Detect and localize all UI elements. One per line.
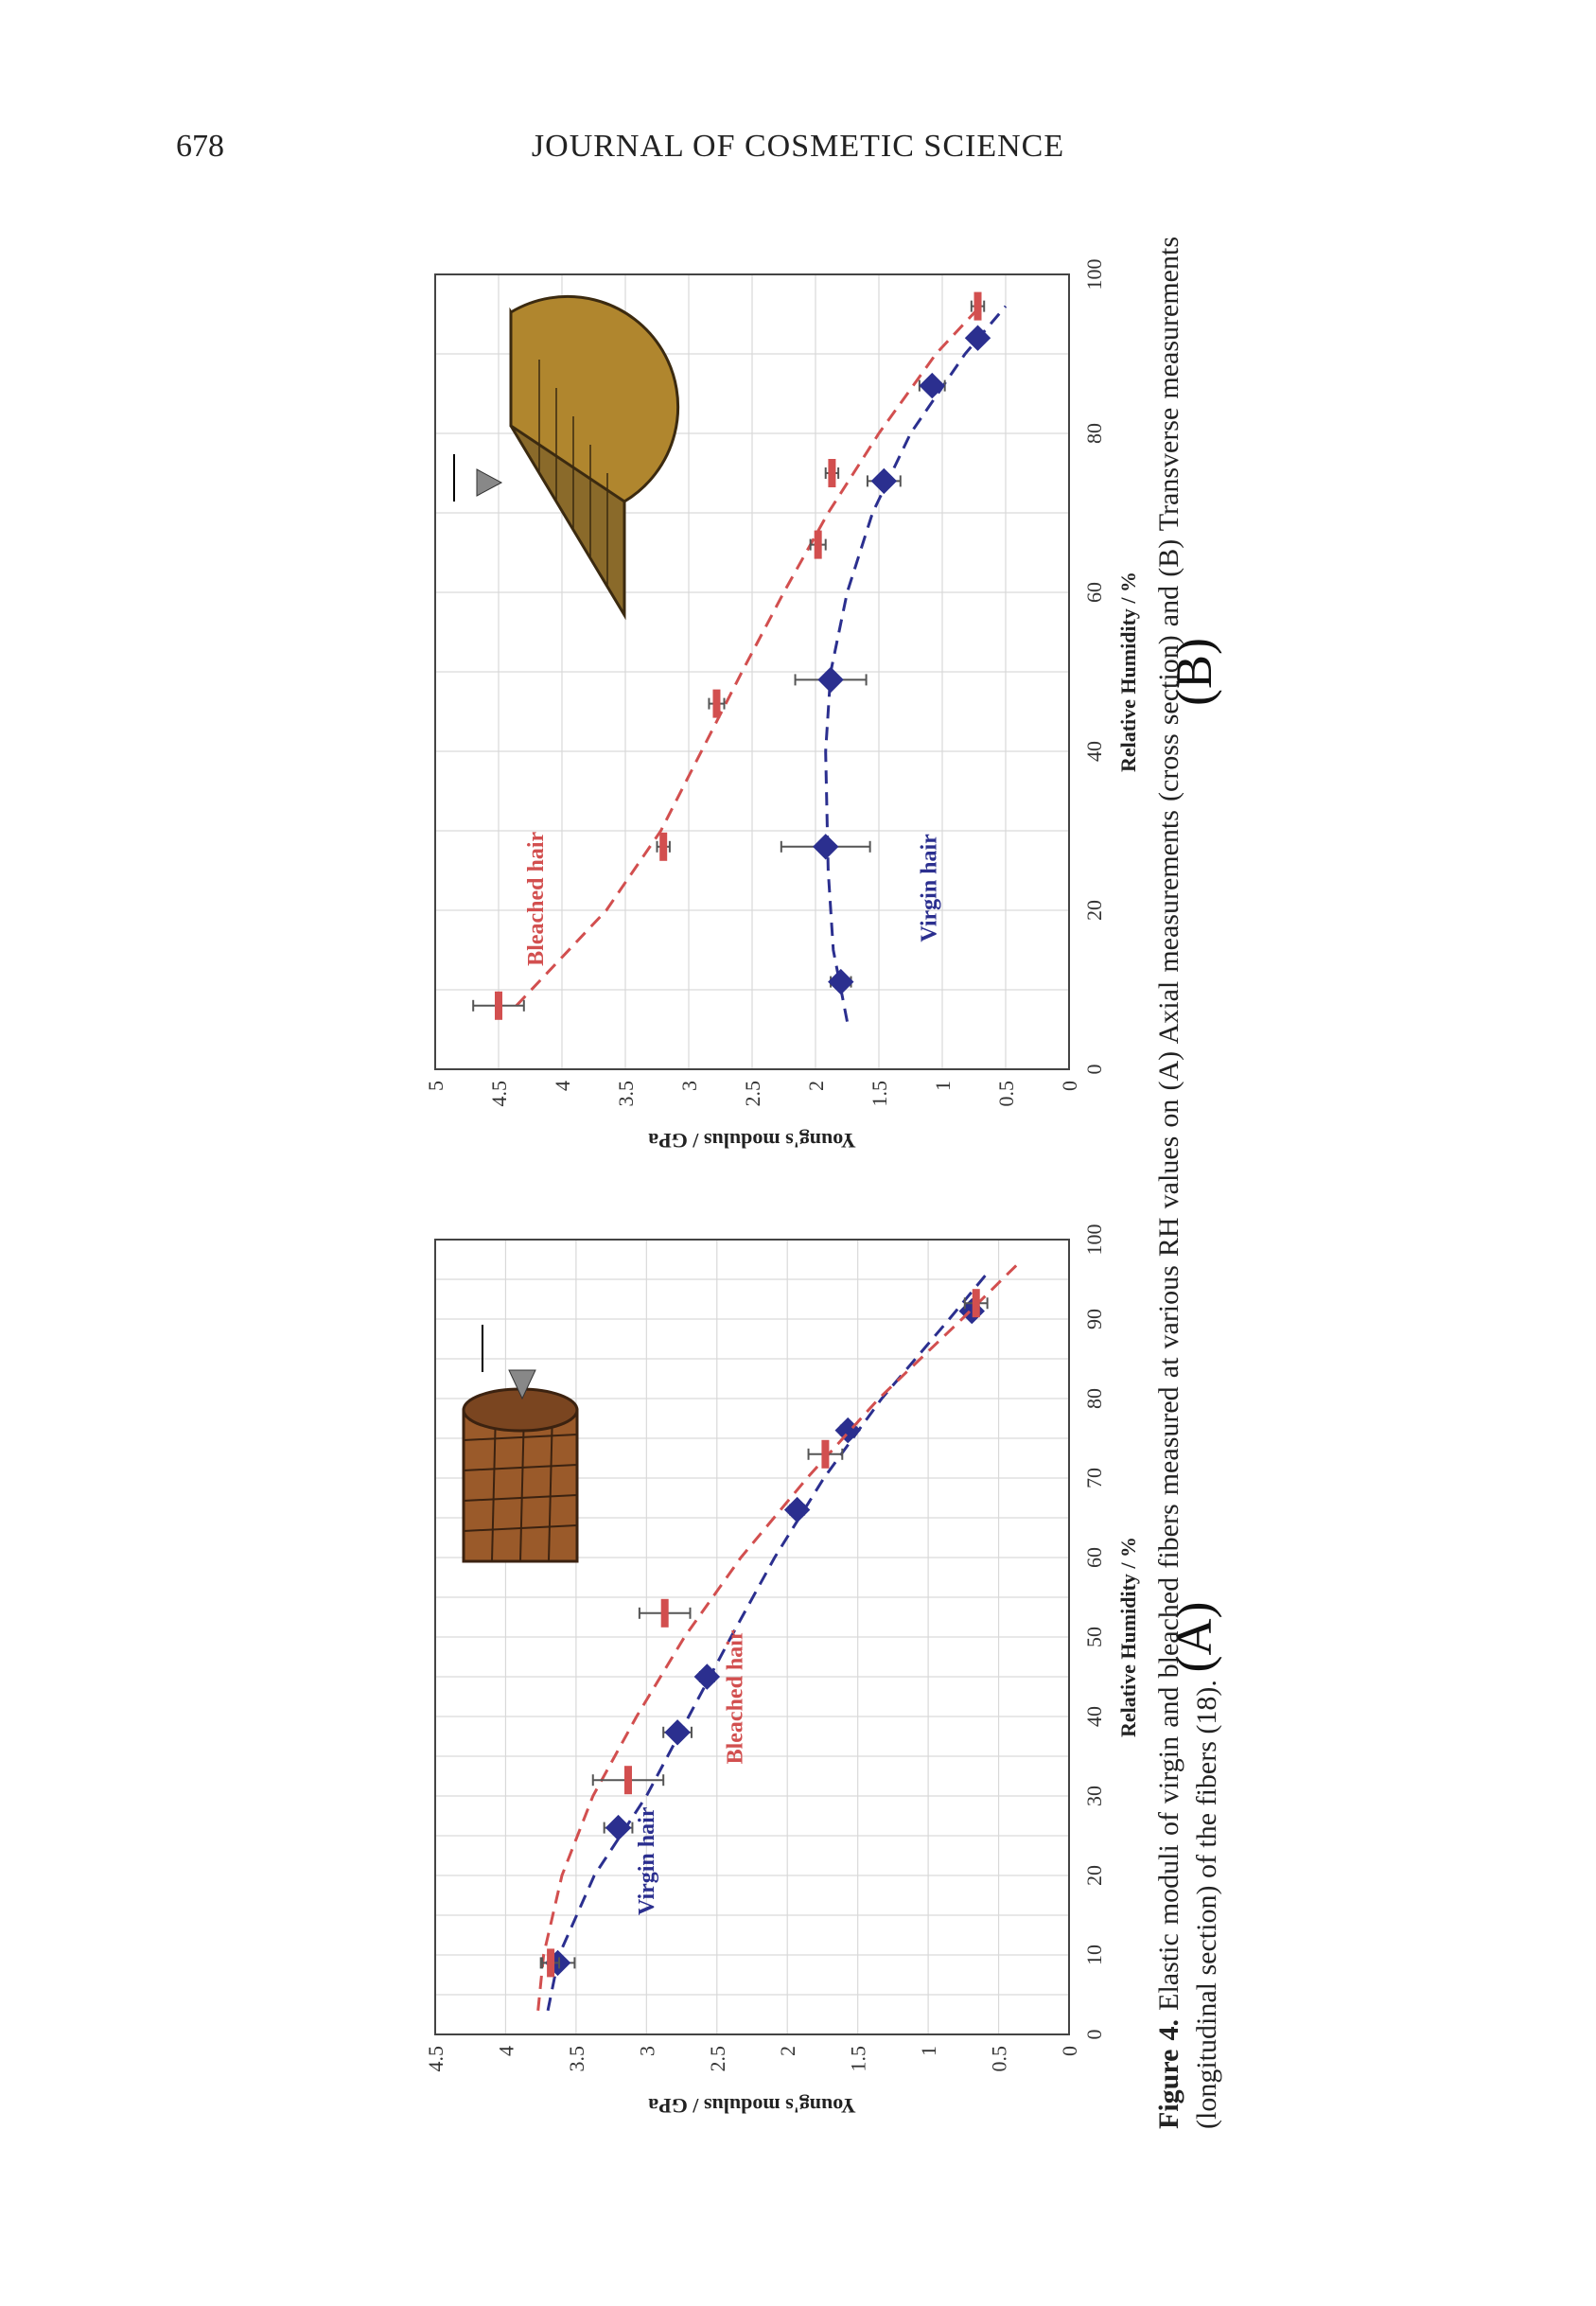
data-point-virgin bbox=[813, 834, 839, 860]
x-tick-label: 90 bbox=[1082, 1309, 1106, 1329]
series-label: Virgin hair bbox=[635, 1806, 659, 1915]
x-tick-label: 40 bbox=[1082, 741, 1106, 762]
fit-curve-virgin bbox=[546, 1270, 991, 2012]
x-tick-label: 80 bbox=[1082, 423, 1106, 444]
y-tick-label: 4 bbox=[551, 1081, 574, 1091]
panel-a: 0 0.5 1 1.5 2 2.5 3 3.5 4 4.5 0 10 20 30 40 50 60 70 80 90 1… bbox=[360, 1221, 1324, 2129]
series-label: Bleached hair bbox=[524, 831, 549, 965]
x-tick-label: 70 bbox=[1082, 1468, 1106, 1488]
x-tick-label: 80 bbox=[1082, 1388, 1106, 1409]
data-point-bleached bbox=[547, 1948, 555, 1978]
data-point-virgin bbox=[605, 1814, 632, 1841]
y-tick-label: 4.5 bbox=[487, 1081, 511, 1107]
x-tick-label: 30 bbox=[1082, 1786, 1106, 1806]
fit-curve-virgin bbox=[824, 305, 1008, 1022]
x-tick-label: 0 bbox=[1082, 1065, 1106, 1075]
series-label: Bleached hair bbox=[724, 1629, 748, 1764]
data-point-bleached bbox=[821, 1439, 830, 1469]
data-point-virgin bbox=[964, 325, 991, 351]
y-tick-label: 3.5 bbox=[565, 2046, 588, 2072]
data-point-bleached bbox=[973, 291, 982, 321]
x-axis-title: Relative Humidity / % bbox=[1116, 1537, 1140, 1737]
y-axis-title: Young's modulus / GPa bbox=[648, 1129, 855, 1153]
x-tick-label: 60 bbox=[1082, 582, 1106, 603]
chart-a: 0 0.5 1 1.5 2 2.5 3 3.5 4 4.5 0 10 20 30 40 50 60 70 80 90 1… bbox=[424, 1224, 1222, 2119]
x-tick-label: 100 bbox=[1082, 259, 1106, 290]
y-tick-label: 0.5 bbox=[994, 1081, 1018, 1107]
y-tick-label: 4.5 bbox=[424, 2046, 447, 2072]
y-tick-label: 0.5 bbox=[988, 2046, 1011, 2072]
x-tick-label: 20 bbox=[1082, 900, 1106, 921]
data-point-bleached bbox=[972, 1289, 980, 1318]
panel-b: 0 0.5 1 1.5 2 2.5 3 3.5 4 4.5 5 0 20 40 60 80 100 Relativ… bbox=[360, 255, 1324, 1164]
data-point-virgin bbox=[870, 467, 898, 495]
data-point-virgin bbox=[693, 1663, 721, 1690]
panel-label: (A) bbox=[1166, 1602, 1222, 1673]
y-tick-label: 3 bbox=[635, 2046, 658, 2056]
data-point-bleached bbox=[623, 1766, 632, 1795]
series-label: Virgin hair bbox=[917, 834, 941, 942]
y-tick-label: 2.5 bbox=[706, 2046, 729, 2072]
figure-caption: Figure 4. Elastic moduli of virgin and b… bbox=[1150, 237, 1236, 2129]
x-tick-label: 50 bbox=[1082, 1627, 1106, 1647]
y-tick-label: 0 bbox=[1058, 1081, 1081, 1091]
y-tick-label: 2 bbox=[776, 2046, 799, 2056]
y-axis-title: Young's modulus / GPa bbox=[648, 2094, 855, 2118]
data-point-bleached bbox=[660, 1598, 669, 1628]
figure: 0 0.5 1 1.5 2 2.5 3 3.5 4 4.5 0 10 20 30 40 50 60 70 80 90 1… bbox=[360, 255, 1324, 2129]
x-axis-title: Relative Humidity / % bbox=[1116, 572, 1140, 772]
data-point-bleached bbox=[659, 832, 668, 861]
caption-label: Figure 4. bbox=[1153, 2018, 1184, 2129]
panel-label: (B) bbox=[1166, 638, 1222, 706]
x-tick-label: 20 bbox=[1082, 1865, 1106, 1886]
fit-curve-bleached bbox=[536, 1262, 1020, 2011]
y-tick-label: 3 bbox=[677, 1081, 701, 1091]
data-point-virgin bbox=[783, 1496, 811, 1523]
data-point-virgin bbox=[919, 372, 945, 399]
y-tick-label: 1 bbox=[917, 2046, 940, 2056]
y-tick-label: 1 bbox=[931, 1081, 955, 1091]
data-point-bleached bbox=[712, 689, 721, 718]
x-tick-label: 40 bbox=[1082, 1706, 1106, 1727]
hair-fiber-illustration bbox=[453, 294, 680, 621]
caption-text: Elastic moduli of virgin and bleached fi… bbox=[1153, 237, 1222, 2129]
y-tick-label: 2.5 bbox=[741, 1081, 764, 1107]
chart-b: 0 0.5 1 1.5 2 2.5 3 3.5 4 4.5 5 0 20 40 60 80 100 Relativ… bbox=[424, 259, 1222, 1153]
x-tick-label: 100 bbox=[1082, 1224, 1106, 1256]
y-tick-label: 2 bbox=[804, 1081, 828, 1091]
data-point-bleached bbox=[828, 459, 836, 487]
y-tick-label: 1.5 bbox=[847, 2046, 870, 2072]
y-tick-label: 4 bbox=[494, 2046, 517, 2056]
fit-curve-bleached bbox=[515, 305, 982, 1007]
running-head: JOURNAL OF COSMETIC SCIENCE bbox=[531, 129, 1065, 164]
data-point-virgin bbox=[828, 968, 854, 995]
x-tick-label: 0 bbox=[1082, 2030, 1106, 2040]
plot-frame bbox=[434, 273, 1070, 1070]
data-point-bleached bbox=[495, 991, 502, 1020]
x-tick-label: 10 bbox=[1082, 1945, 1106, 1965]
hair-fiber-illustration bbox=[462, 1325, 579, 1563]
page-number: 678 bbox=[176, 129, 224, 164]
y-tick-label: 5 bbox=[424, 1081, 447, 1091]
data-point-bleached bbox=[814, 530, 822, 559]
y-tick-label: 1.5 bbox=[868, 1081, 891, 1107]
y-tick-label: 0 bbox=[1058, 2046, 1081, 2056]
x-tick-label: 60 bbox=[1082, 1547, 1106, 1568]
y-tick-label: 3.5 bbox=[614, 1081, 638, 1107]
data-point-virgin bbox=[664, 1719, 691, 1746]
data-point-virgin bbox=[817, 666, 844, 694]
plot-frame bbox=[434, 1239, 1070, 2035]
